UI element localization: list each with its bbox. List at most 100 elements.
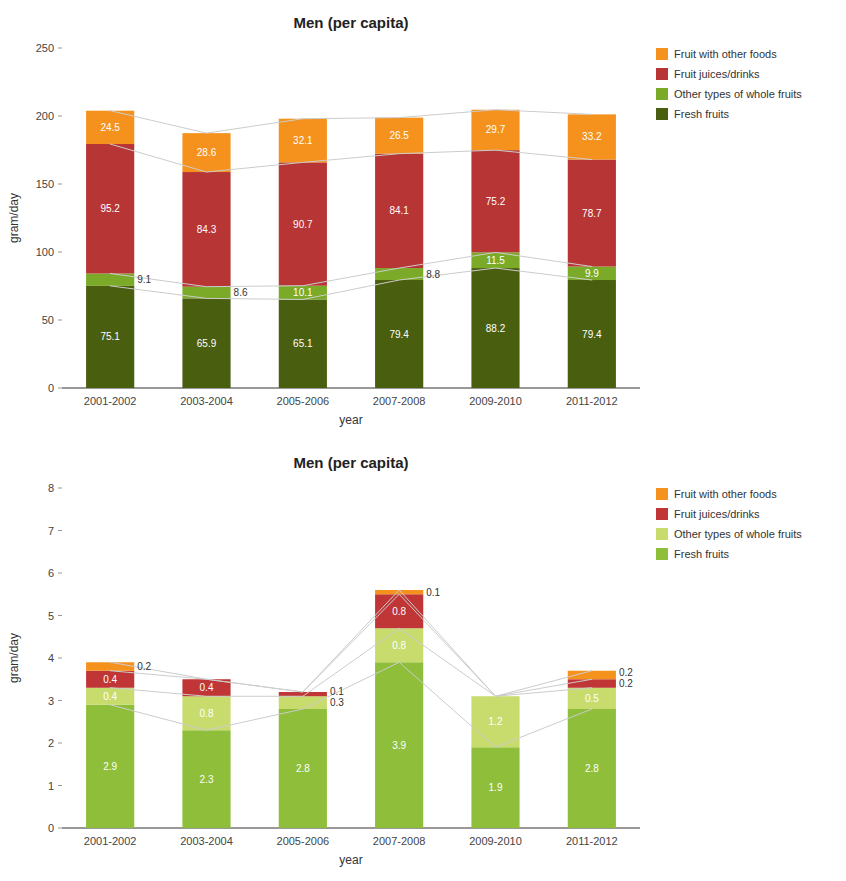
bar-segment (86, 111, 134, 144)
bar-segment (568, 688, 616, 709)
legend-swatch (656, 108, 668, 120)
data-label: 26.5 (389, 130, 409, 141)
y-tick-label: 3 (48, 695, 54, 707)
y-tick-label: 0 (48, 382, 54, 394)
y-tick (58, 700, 62, 701)
data-label: 3.9 (392, 740, 406, 751)
y-axis: 012345678gram/day (7, 482, 62, 834)
legend-label: Fruit with other foods (674, 488, 777, 500)
bar-segment (182, 133, 230, 172)
legend-label: Fresh fruits (674, 108, 730, 120)
y-axis-label: gram/day (7, 633, 21, 683)
x-tick-label: 2001-2002 (84, 835, 137, 847)
y-tick-label: 50 (42, 314, 54, 326)
x-tick-label: 2001-2002 (84, 395, 137, 407)
data-label: 75.2 (486, 196, 506, 207)
bar-segment (86, 671, 134, 688)
y-tick (58, 658, 62, 659)
data-label: 0.4 (103, 674, 117, 685)
legend: Fruit with other foods Fruit juices/drink… (656, 48, 802, 120)
data-label: 9.9 (585, 268, 599, 279)
data-label: 10.1 (293, 287, 313, 298)
data-label: 78.7 (582, 208, 602, 219)
x-tick-label: 2011-2012 (566, 835, 618, 847)
data-label: 1.9 (489, 782, 503, 793)
data-label: 0.5 (585, 693, 599, 704)
data-label: 33.2 (582, 131, 602, 142)
data-label: 95.2 (100, 203, 120, 214)
stack-connector-line (110, 252, 592, 286)
x-axis-label: year (339, 413, 362, 427)
legend-swatch (656, 48, 668, 60)
data-label: 0.2 (619, 667, 633, 678)
legend-label: Fresh fruits (674, 548, 730, 560)
bar-segment (471, 696, 519, 747)
data-label: 0.1 (330, 686, 344, 697)
legend-label: Fruit juices/drinks (674, 68, 760, 80)
data-label: 79.4 (389, 329, 409, 340)
y-tick-label: 4 (48, 652, 54, 664)
y-tick (58, 320, 62, 321)
data-labels: 75.19.195.224.565.98.684.328.665.110.190… (100, 122, 602, 349)
legend-swatch (656, 508, 668, 520)
x-tick-label: 2009-2010 (469, 395, 522, 407)
data-label: 0.2 (619, 678, 633, 689)
data-label: 29.7 (486, 124, 506, 135)
plot-area (86, 590, 616, 828)
data-label: 8.8 (426, 269, 440, 280)
data-label: 88.2 (486, 323, 506, 334)
x-axis: 2001-20022003-20042005-20062007-20082009… (62, 388, 640, 427)
bar-segment (279, 709, 327, 828)
y-tick (58, 785, 62, 786)
bar-segment (182, 172, 230, 287)
bar-segment (86, 144, 134, 273)
bar-segment (279, 299, 327, 388)
legend-label: Other types of whole fruits (674, 528, 802, 540)
data-label: 0.1 (426, 587, 440, 598)
y-tick-label: 5 (48, 610, 54, 622)
data-label: 84.3 (197, 224, 217, 235)
data-label: 11.5 (486, 255, 505, 266)
bar-segment (279, 119, 327, 163)
bar-segment (375, 628, 423, 662)
bar-segment (86, 688, 134, 705)
y-tick (58, 48, 62, 49)
data-label: 1.2 (489, 716, 503, 727)
data-label: 0.4 (200, 682, 214, 693)
x-axis-line (62, 828, 640, 829)
y-axis: 050100150200250gram/day (7, 42, 62, 394)
data-label: 75.1 (100, 331, 120, 342)
bar-segment (568, 679, 616, 688)
data-label: 2.9 (103, 761, 117, 772)
bar-segment (471, 150, 519, 252)
bar-segment (568, 709, 616, 828)
bar-segment (86, 662, 134, 671)
bar-segment (375, 280, 423, 388)
legend-label: Fruit juices/drinks (674, 508, 760, 520)
y-tick (58, 743, 62, 744)
bar-segment (279, 286, 327, 300)
y-tick (58, 530, 62, 531)
data-label: 0.8 (200, 708, 214, 719)
y-tick (58, 388, 62, 389)
y-tick (58, 615, 62, 616)
data-label: 28.6 (197, 147, 217, 158)
x-tick-label: 2005-2006 (277, 835, 330, 847)
stack-connector-line (110, 628, 592, 696)
bar-segment (86, 286, 134, 388)
legend-swatch (656, 528, 668, 540)
stack-connector-line (110, 144, 592, 172)
y-tick-label: 100 (36, 246, 54, 258)
x-tick-label: 2007-2008 (373, 835, 426, 847)
legend-swatch (656, 68, 668, 80)
data-label: 2.8 (585, 763, 599, 774)
data-label: 0.4 (103, 691, 117, 702)
y-tick-label: 1 (48, 780, 54, 792)
x-axis-label: year (339, 853, 362, 867)
data-label: 84.1 (389, 205, 409, 216)
data-labels: 2.90.40.40.22.30.80.42.80.30.13.90.80.80… (103, 587, 633, 794)
legend-label: Fruit with other foods (674, 48, 777, 60)
y-tick-label: 8 (48, 482, 54, 494)
y-axis-label: gram/day (7, 193, 21, 243)
legend: Fruit with other foods Fruit juices/drink… (656, 488, 802, 560)
